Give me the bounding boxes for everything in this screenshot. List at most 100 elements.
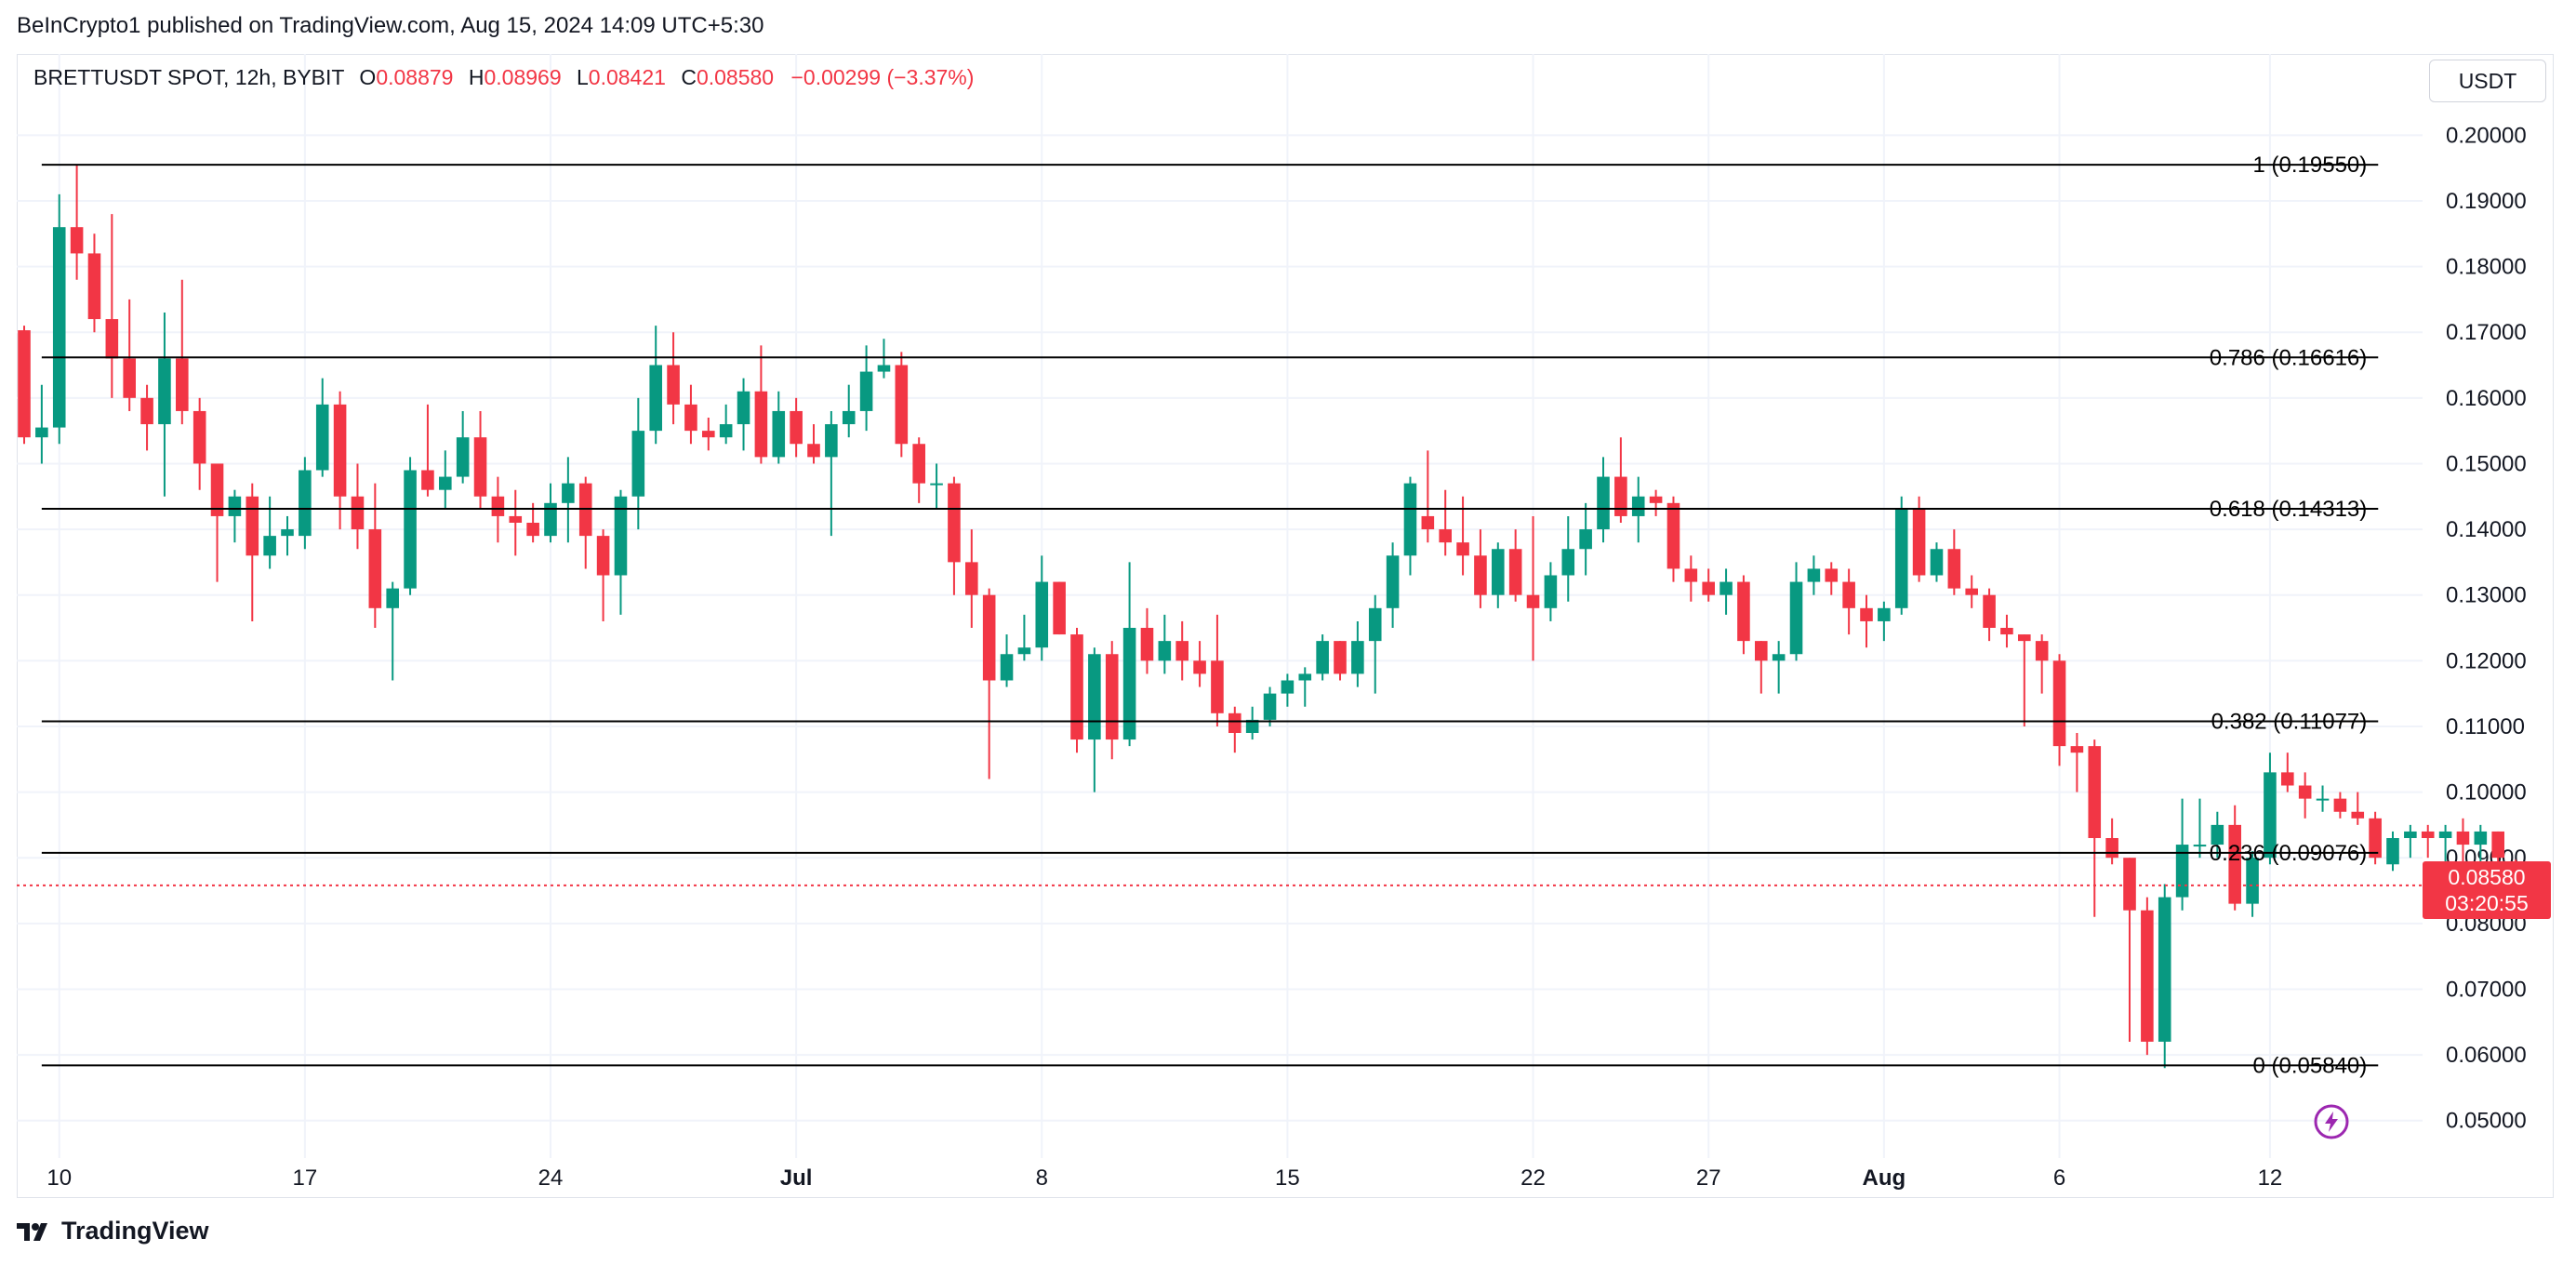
- y-tick-label: 0.20000: [2446, 123, 2527, 148]
- candle-body: [386, 588, 399, 608]
- tradingview-logo[interactable]: TradingView: [17, 1217, 209, 1245]
- candle-body: [2211, 824, 2224, 846]
- candle-body: [2438, 831, 2452, 838]
- y-tick-label: 0.16000: [2446, 386, 2527, 411]
- candle-body: [1175, 641, 1188, 661]
- fib-level-label: 0 (0.05840): [2253, 1053, 2368, 1078]
- bar-countdown: 03:20:55: [2445, 891, 2529, 915]
- candle-body: [2018, 634, 2031, 642]
- candle-body: [1894, 509, 1908, 608]
- candle-body: [702, 431, 715, 438]
- close-label: C: [681, 65, 697, 89]
- candle-body: [2088, 746, 2102, 838]
- open-label: O: [359, 65, 377, 89]
- candle-body: [1597, 476, 1610, 530]
- candle-body: [2386, 838, 2399, 865]
- candle-body: [210, 463, 224, 516]
- candle-body: [281, 529, 294, 537]
- candle-body: [1474, 555, 1487, 595]
- candle-body: [807, 444, 820, 458]
- candle-body: [1772, 654, 1786, 661]
- y-tick-label: 0.13000: [2446, 583, 2527, 608]
- candle-body: [2369, 818, 2382, 859]
- x-tick-label: 24: [538, 1165, 564, 1191]
- candle-body: [2316, 798, 2330, 801]
- candle-body: [1263, 693, 1277, 720]
- candle-body: [193, 410, 206, 464]
- candle-body: [825, 424, 838, 458]
- candle-body: [1579, 529, 1592, 550]
- candle-body: [877, 365, 891, 372]
- x-tick-label: 6: [2053, 1165, 2065, 1191]
- chart-frame: [17, 54, 2554, 1198]
- candle-body: [842, 410, 856, 425]
- x-tick-label: Aug: [1863, 1165, 1906, 1191]
- candle-body: [790, 410, 803, 445]
- y-tick-label: 0.11000: [2446, 714, 2525, 739]
- candle-body: [1281, 680, 1295, 694]
- x-tick-label: 17: [293, 1165, 318, 1191]
- candle-body: [87, 253, 101, 320]
- candle-body: [473, 437, 487, 497]
- candle-body: [333, 404, 347, 497]
- candle-body: [1842, 581, 1855, 608]
- candle-body: [509, 515, 523, 523]
- candle-body: [2281, 772, 2294, 786]
- candle-body: [526, 523, 539, 537]
- candle-body: [1983, 594, 1996, 628]
- candle-body: [544, 502, 557, 537]
- y-tick-label: 0.12000: [2446, 648, 2527, 673]
- candle-body: [859, 371, 873, 411]
- candle-body: [1421, 515, 1435, 530]
- candle-body: [948, 483, 961, 563]
- fib-level-label: 0.382 (0.11077): [2211, 709, 2368, 734]
- candle-body: [930, 483, 943, 486]
- candle-body: [1158, 641, 1172, 661]
- candle-body: [1825, 568, 1839, 582]
- candle-body: [2456, 831, 2470, 846]
- candle-body: [176, 358, 189, 411]
- x-tick-label: 15: [1275, 1165, 1300, 1191]
- y-tick-label: 0.15000: [2446, 451, 2527, 476]
- candle-body: [684, 404, 697, 432]
- candle-body: [1807, 568, 1821, 582]
- candle-body: [1860, 607, 1873, 621]
- symbol-legend[interactable]: BRETTUSDT SPOT, 12h, BYBIT O0.08879 H0.0…: [33, 65, 974, 90]
- candle-body: [2175, 845, 2189, 898]
- candle-body: [2000, 628, 2013, 635]
- candle-body: [228, 496, 242, 516]
- candle-body: [2105, 838, 2118, 859]
- lightning-bolt-icon[interactable]: [2313, 1103, 2350, 1140]
- brand-name: TradingView: [61, 1217, 209, 1245]
- high-label: H: [468, 65, 485, 89]
- y-tick-label: 0.17000: [2446, 320, 2527, 345]
- candle-body: [2123, 858, 2136, 911]
- candle-body: [1702, 581, 1715, 595]
- candle-body: [1017, 647, 1031, 655]
- candle-body: [1211, 660, 1224, 713]
- candle-body: [315, 404, 329, 471]
- candle-body: [614, 496, 628, 576]
- candle-body: [1053, 581, 1066, 635]
- candle-body: [2228, 824, 2241, 904]
- candle-body: [1368, 607, 1382, 642]
- candle-body: [1228, 712, 1242, 733]
- candle-body: [2298, 785, 2312, 799]
- y-tick-label: 0.07000: [2446, 977, 2527, 1002]
- publisher-line: BeInCrypto1 published on TradingView.com…: [17, 13, 764, 38]
- candle-body: [1508, 549, 1522, 595]
- candle-body: [965, 562, 978, 595]
- candle-body: [912, 444, 925, 484]
- candle-body: [491, 496, 505, 516]
- x-tick-label: 8: [1036, 1165, 1048, 1191]
- candle-body: [1492, 549, 1505, 595]
- candle-body: [2141, 910, 2154, 1042]
- currency-unit-button[interactable]: USDT: [2429, 60, 2546, 102]
- candle-body: [1930, 549, 1944, 576]
- candle-body: [1122, 628, 1136, 740]
- candle-body: [2193, 845, 2207, 847]
- candle-body: [1544, 575, 1558, 608]
- x-tick-label: 27: [1696, 1165, 1721, 1191]
- fib-level-label: 1 (0.19550): [2253, 153, 2368, 178]
